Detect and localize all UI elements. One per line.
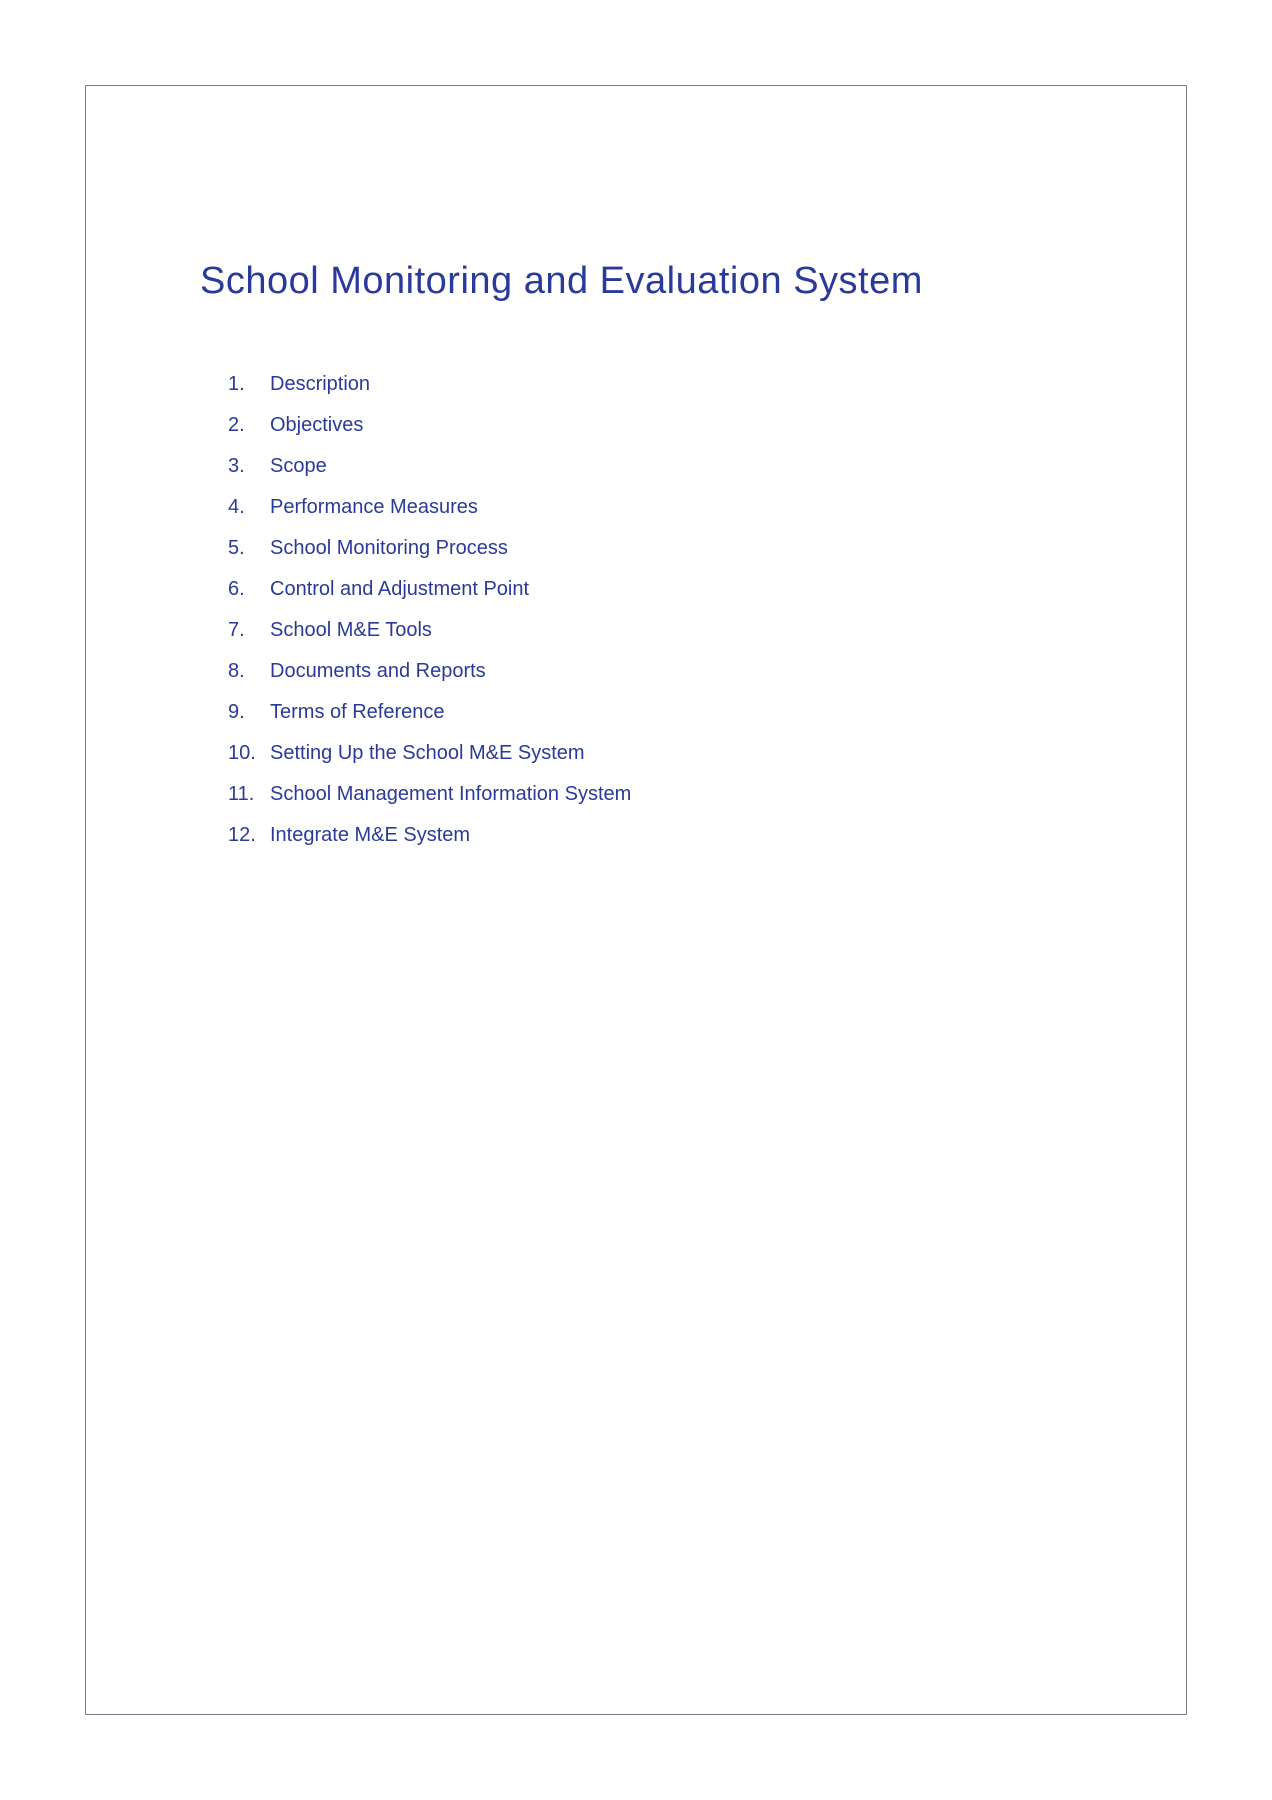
- toc-number: 10.: [228, 742, 270, 765]
- toc-item: 7. School M&E Tools: [228, 619, 1132, 642]
- toc-label: Scope: [270, 455, 1132, 478]
- page-title: School Monitoring and Evaluation System: [200, 260, 1132, 303]
- toc-item: 10. Setting Up the School M&E System: [228, 742, 1132, 765]
- toc-number: 5.: [228, 537, 270, 560]
- toc-label: Integrate M&E System: [270, 824, 1132, 847]
- toc-item: 2. Objectives: [228, 414, 1132, 437]
- toc-number: 8.: [228, 660, 270, 683]
- content-area: School Monitoring and Evaluation System …: [200, 260, 1132, 865]
- toc-item: 11. School Management Information System: [228, 783, 1132, 806]
- toc-number: 11.: [228, 783, 270, 806]
- toc-label: Performance Measures: [270, 496, 1132, 519]
- toc-item: 1. Description: [228, 373, 1132, 396]
- toc-label: School M&E Tools: [270, 619, 1132, 642]
- toc-label: Control and Adjustment Point: [270, 578, 1132, 601]
- toc-label: Description: [270, 373, 1132, 396]
- toc-number: 9.: [228, 701, 270, 724]
- toc-list: 1. Description 2. Objectives 3. Scope 4.…: [228, 373, 1132, 847]
- toc-label: Objectives: [270, 414, 1132, 437]
- toc-number: 7.: [228, 619, 270, 642]
- toc-label: Terms of Reference: [270, 701, 1132, 724]
- toc-label: Documents and Reports: [270, 660, 1132, 683]
- toc-item: 8. Documents and Reports: [228, 660, 1132, 683]
- toc-number: 6.: [228, 578, 270, 601]
- toc-item: 4. Performance Measures: [228, 496, 1132, 519]
- toc-number: 12.: [228, 824, 270, 847]
- toc-item: 9. Terms of Reference: [228, 701, 1132, 724]
- toc-number: 3.: [228, 455, 270, 478]
- toc-number: 4.: [228, 496, 270, 519]
- toc-item: 5. School Monitoring Process: [228, 537, 1132, 560]
- toc-number: 1.: [228, 373, 270, 396]
- toc-label: School Management Information System: [270, 783, 1132, 806]
- toc-label: School Monitoring Process: [270, 537, 1132, 560]
- toc-number: 2.: [228, 414, 270, 437]
- toc-item: 12. Integrate M&E System: [228, 824, 1132, 847]
- toc-item: 6. Control and Adjustment Point: [228, 578, 1132, 601]
- toc-item: 3. Scope: [228, 455, 1132, 478]
- toc-label: Setting Up the School M&E System: [270, 742, 1132, 765]
